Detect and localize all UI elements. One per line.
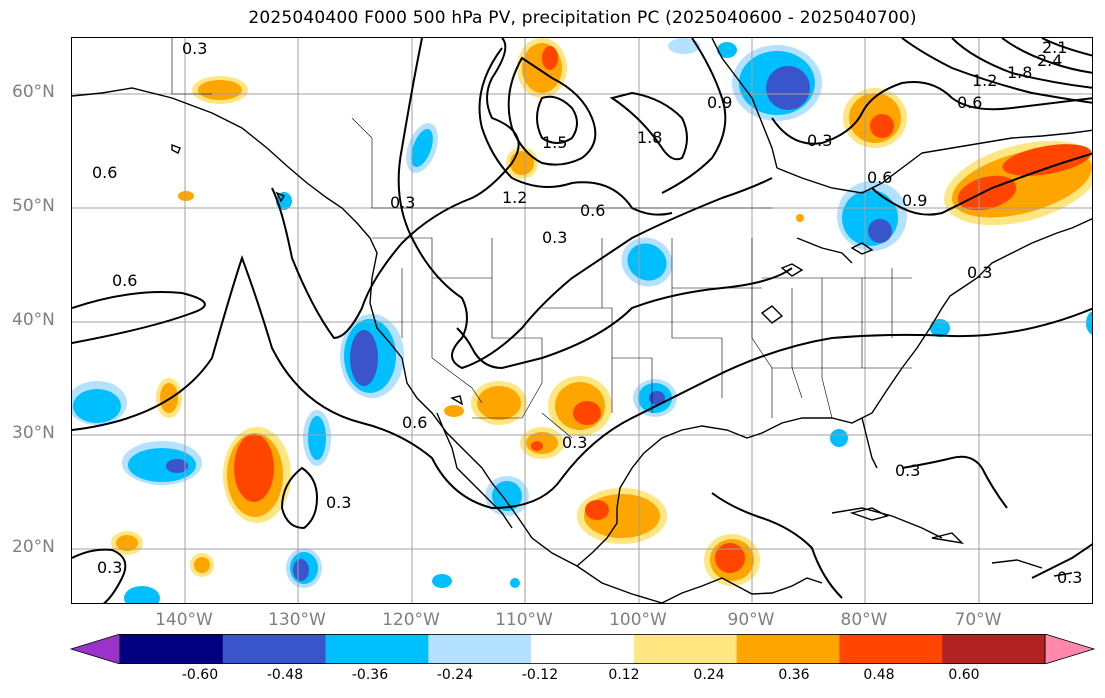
pv-contours: [72, 38, 1092, 603]
colorbar-segment: [633, 634, 738, 664]
colorbar-segments: [69, 634, 1096, 664]
contour-label-03-d: 0.3: [807, 131, 832, 150]
contour-label-06-e: 0.6: [957, 93, 982, 112]
lon-label-140w: 140°W: [155, 610, 213, 630]
chart-title: 2025040400 F000 500 hPa PV, precipitatio…: [248, 8, 917, 28]
colorbar-tick-9: 0.48: [863, 667, 895, 683]
contour-labels: 0.3 0.6 0.6 0.3 0.3 0.6 1.2 1.5 1.8 0.9 …: [92, 38, 1082, 587]
lon-label-110w: 110°W: [495, 610, 553, 630]
precip-positive-shading: [111, 38, 1092, 586]
colorbar-tick-3: -0.36: [351, 667, 389, 683]
colorbar-tick-4: -0.24: [436, 667, 474, 683]
contour-label-18-b: 1.8: [1007, 63, 1032, 82]
contour-label-06-b: 0.6: [112, 271, 137, 290]
contour-label-03-j: 0.3: [1057, 568, 1082, 587]
islands: [171, 143, 965, 545]
contour-label-03-f: 0.3: [562, 433, 587, 452]
contour-label-06-a: 0.6: [92, 163, 117, 182]
contour-label-15: 1.5: [542, 133, 567, 152]
lon-label-100w: 100°W: [609, 610, 667, 630]
colorbar-segment: [736, 634, 840, 664]
colorbar-extend-high: [1044, 634, 1096, 664]
contour-label-18: 1.8: [637, 128, 662, 147]
lat-label-40n: 40°N: [12, 310, 55, 330]
colorbar-segment: [120, 634, 224, 664]
colorbar-segment: [531, 634, 635, 664]
contour-label-24: 2.4: [1037, 51, 1062, 70]
lon-label-130w: 130°W: [268, 610, 326, 630]
colorbar-tick-5: -0.12: [521, 667, 559, 683]
colorbar-frame: [119, 634, 1046, 664]
map-svg: 0.3 0.6 0.6 0.3 0.3 0.6 1.2 1.5 1.8 0.9 …: [72, 38, 1092, 603]
contour-label-21: 2.1: [1042, 38, 1067, 57]
lat-label-50n: 50°N: [12, 196, 55, 216]
contour-label-06-d: 0.6: [867, 168, 892, 187]
contour-label-03-a: 0.3: [182, 39, 207, 58]
lat-label-30n: 30°N: [12, 423, 55, 443]
contour-label-12: 1.2: [502, 188, 527, 207]
contour-label-03-b: 0.3: [390, 193, 415, 212]
contour-label-03-c: 0.3: [542, 228, 567, 247]
lat-label-20n: 20°N: [12, 537, 55, 557]
colorbar-segment: [428, 634, 532, 664]
contour-label-12-b: 1.2: [972, 71, 997, 90]
colorbar-tick-2: -0.48: [266, 667, 304, 683]
contour-label-09-b: 0.9: [902, 191, 927, 210]
colorbar-tick-7: 0.24: [693, 667, 725, 683]
colorbar-segment: [222, 634, 327, 664]
lon-label-90w: 90°W: [727, 610, 775, 630]
contour-label-03-g: 0.3: [326, 493, 351, 512]
contour-label-09-a: 0.9: [707, 93, 732, 112]
map-panel[interactable]: 0.3 0.6 0.6 0.3 0.3 0.6 1.2 1.5 1.8 0.9 …: [71, 37, 1093, 604]
colorbar: [69, 634, 1096, 664]
contour-label-06-c: 0.6: [580, 201, 605, 220]
contour-label-06-f: 0.6: [402, 413, 427, 432]
colorbar-segment: [839, 634, 943, 664]
colorbar-tick-6: 0.12: [608, 667, 640, 683]
lat-label-60n: 60°N: [12, 82, 55, 102]
colorbar-tick-10: 0.60: [948, 667, 980, 683]
contour-label-03-e: 0.3: [967, 263, 992, 282]
precip-negative-shading: [72, 38, 1092, 603]
lon-label-70w: 70°W: [954, 610, 1002, 630]
colorbar-segment: [325, 634, 429, 664]
colorbar-tick-8: 0.36: [778, 667, 810, 683]
contour-label-03-i: 0.3: [97, 558, 122, 577]
colorbar-extend-low: [69, 634, 121, 664]
lon-label-80w: 80°W: [840, 610, 888, 630]
coastlines: [72, 38, 1092, 603]
contour-label-03-h: 0.3: [895, 461, 920, 480]
colorbar-segment: [942, 634, 1046, 664]
lon-label-120w: 120°W: [382, 610, 440, 630]
colorbar-tick-1: -0.60: [181, 667, 219, 683]
